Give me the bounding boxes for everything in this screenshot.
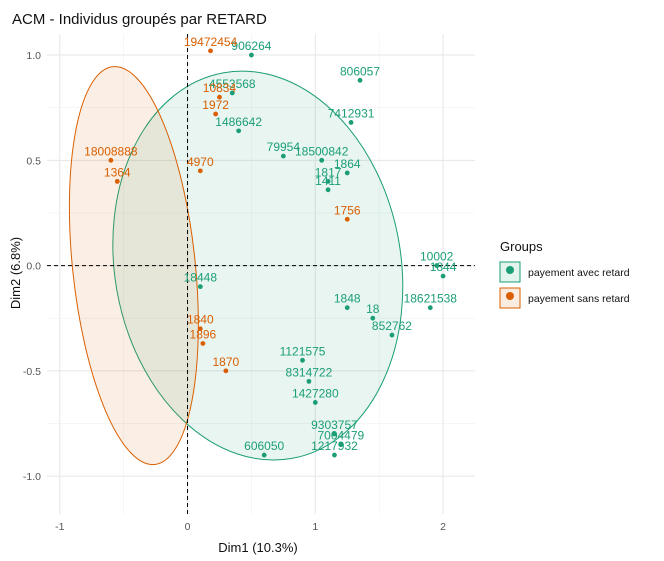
- y-tick-label: 0.5: [26, 155, 41, 167]
- point-label: 1217932: [311, 439, 358, 453]
- x-tick-label: 2: [440, 521, 446, 533]
- point-label: 1756: [334, 203, 361, 217]
- legend-label: payement sans retard: [528, 293, 630, 305]
- data-point: [389, 332, 395, 338]
- data-point: [440, 273, 446, 279]
- x-tick-label: 1: [312, 521, 318, 533]
- point-label: 4553568: [209, 77, 256, 91]
- point-label: 1896: [190, 327, 217, 341]
- y-tick-label: 1.0: [26, 50, 41, 62]
- point-label: 10002: [420, 250, 454, 264]
- point-label: 1486642: [215, 115, 262, 129]
- data-point: [300, 357, 305, 363]
- data-point: [332, 431, 337, 437]
- y-axis-title: Dim2 (6.8%): [8, 237, 23, 309]
- data-point: [357, 77, 363, 83]
- legend-label: payement avec retard: [528, 267, 630, 279]
- legend-title: Groups: [500, 239, 543, 254]
- data-point: [213, 111, 219, 117]
- x-axis-ticks: -1 0 1 2: [55, 521, 446, 533]
- point-label: 1121575: [280, 344, 326, 358]
- point-label: 906264: [231, 39, 271, 53]
- data-point: [325, 178, 331, 184]
- point-label: 606050: [244, 439, 284, 453]
- y-axis-ticks: -1.0 -0.5 0.0 0.5 1.0: [23, 50, 41, 483]
- data-point: [306, 378, 312, 384]
- point-label: 1427280: [292, 386, 339, 400]
- point-label: 1411: [315, 174, 341, 188]
- data-point: [114, 178, 120, 184]
- data-point: [312, 400, 318, 405]
- data-points: 9062648060577412931455356814866427995418…: [84, 35, 457, 458]
- data-point: [108, 157, 114, 163]
- x-tick-label: 0: [185, 521, 191, 533]
- y-tick-label: 0.0: [26, 261, 41, 273]
- point-label: 1817: [315, 165, 342, 179]
- point-label: 806057: [340, 64, 380, 78]
- legend-key-point: [506, 292, 514, 300]
- data-point: [197, 284, 203, 290]
- x-axis-title: Dim1 (10.3%): [218, 540, 297, 555]
- data-point: [427, 305, 433, 311]
- point-label: 18: [366, 302, 380, 316]
- point-label: 1844: [430, 260, 457, 274]
- point-label: 1364: [104, 165, 131, 179]
- data-point: [344, 305, 350, 311]
- data-point: [208, 48, 213, 54]
- data-point: [280, 153, 286, 159]
- point-label: 4970: [187, 155, 214, 169]
- point-label: 1840: [187, 313, 214, 327]
- point-label: 18448: [184, 271, 218, 285]
- point-label: 7004479: [317, 429, 364, 443]
- data-point: [338, 442, 344, 447]
- confidence-ellipses: [68, 66, 404, 466]
- data-point: [217, 94, 222, 100]
- point-label: 1972: [202, 98, 229, 112]
- point-label: 9303757: [311, 418, 358, 432]
- data-point: [197, 326, 203, 332]
- point-label: 18621538: [404, 292, 458, 306]
- data-point: [229, 90, 235, 96]
- x-tick-label: -1: [55, 521, 64, 533]
- point-label: 1870: [213, 355, 240, 369]
- data-point: [370, 315, 376, 321]
- data-point: [434, 263, 440, 268]
- point-label: 19472454: [184, 35, 238, 49]
- data-point: [344, 216, 350, 222]
- point-label: 18500842: [295, 144, 349, 158]
- data-point: [197, 168, 203, 174]
- point-label: 852762: [372, 319, 412, 333]
- data-point: [344, 170, 350, 176]
- point-label: 1848: [334, 292, 361, 306]
- point-label: 7412931: [328, 106, 375, 120]
- reference-lines: [47, 34, 475, 514]
- data-point: [249, 52, 254, 58]
- data-point: [325, 187, 331, 193]
- data-point: [200, 341, 206, 346]
- data-point: [319, 157, 325, 163]
- chart-title: ACM - Individus groupés par RETARD: [12, 11, 267, 28]
- data-point: [261, 452, 267, 458]
- point-label: 10834: [203, 81, 237, 95]
- legend-key-point: [506, 266, 514, 274]
- point-label: 8314722: [286, 365, 333, 379]
- point-label: 79954: [267, 140, 301, 154]
- data-point: [236, 128, 242, 134]
- point-label: 1864: [334, 157, 361, 171]
- legend: Groups payement avec retard payement sans…: [499, 239, 630, 309]
- data-point: [332, 452, 337, 458]
- y-tick-label: -1.0: [23, 471, 41, 483]
- data-point: [348, 120, 354, 125]
- y-tick-label: -0.5: [23, 366, 41, 378]
- point-label: 18008888: [84, 144, 138, 158]
- data-point: [223, 368, 229, 374]
